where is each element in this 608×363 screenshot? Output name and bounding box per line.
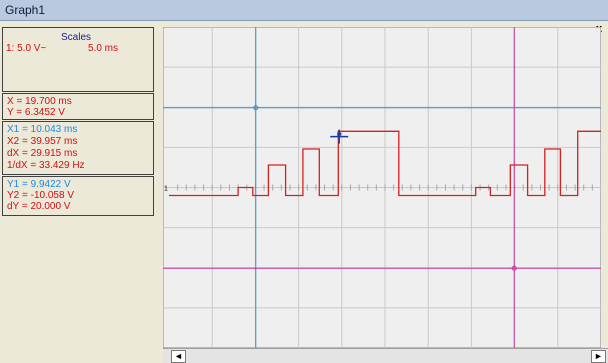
y2-value: Y2 = -10.058 V [7, 190, 74, 201]
point-cursor-handle[interactable] [337, 132, 342, 136]
scales-heading: Scales [61, 32, 92, 43]
x2-value: X2 = 39.957 ms [7, 136, 78, 147]
x-cursor-box: X1 = 10.043 ms X2 = 39.957 ms dX = 29.91… [2, 121, 154, 175]
dx-value: dX = 29.915 ms [7, 148, 78, 159]
cursor-x2-y2-intersection [511, 265, 517, 271]
x1-value: X1 = 10.043 ms [7, 124, 78, 135]
cursor-x-value: X = 19.700 ms [7, 96, 72, 107]
window-title: Graph1 [5, 3, 46, 17]
horizontal-scrollbar[interactable]: ◄ ► [163, 348, 608, 363]
oscilloscope-plot[interactable]: 1 [163, 27, 601, 348]
scroll-right-icon[interactable]: ► [591, 350, 606, 363]
cursor-y-value: Y = 6.3452 V [7, 107, 65, 118]
readout-panel: Scales 1: 5.0 V~ 5.0 ms X = 19.700 ms Y … [0, 21, 160, 362]
channel-marker: 1 [164, 186, 168, 193]
scales-time: 5.0 ms [88, 43, 119, 54]
scales-channel: 1: 5.0 V~ [6, 43, 47, 54]
cursor-lines[interactable] [163, 27, 601, 348]
y1-value: Y1 = 9.9422 V [7, 179, 71, 190]
y-cursor-box: Y1 = 9.9422 V Y2 = -10.058 V dY = 20.000… [2, 176, 154, 216]
inverse-dx-value: 1/dX = 33.429 Hz [7, 160, 85, 171]
window-title-bar: Graph1 [0, 0, 608, 21]
scales-box: Scales 1: 5.0 V~ 5.0 ms [2, 27, 154, 92]
cursor-readout-box: X = 19.700 ms Y = 6.3452 V [2, 93, 154, 120]
cursor-x1-y1-intersection [253, 105, 259, 111]
cursor-point-marker[interactable] [330, 129, 349, 144]
signal-trace [169, 130, 601, 197]
scroll-left-icon[interactable]: ◄ [171, 350, 186, 363]
dy-value: dY = 20.000 V [7, 201, 71, 212]
